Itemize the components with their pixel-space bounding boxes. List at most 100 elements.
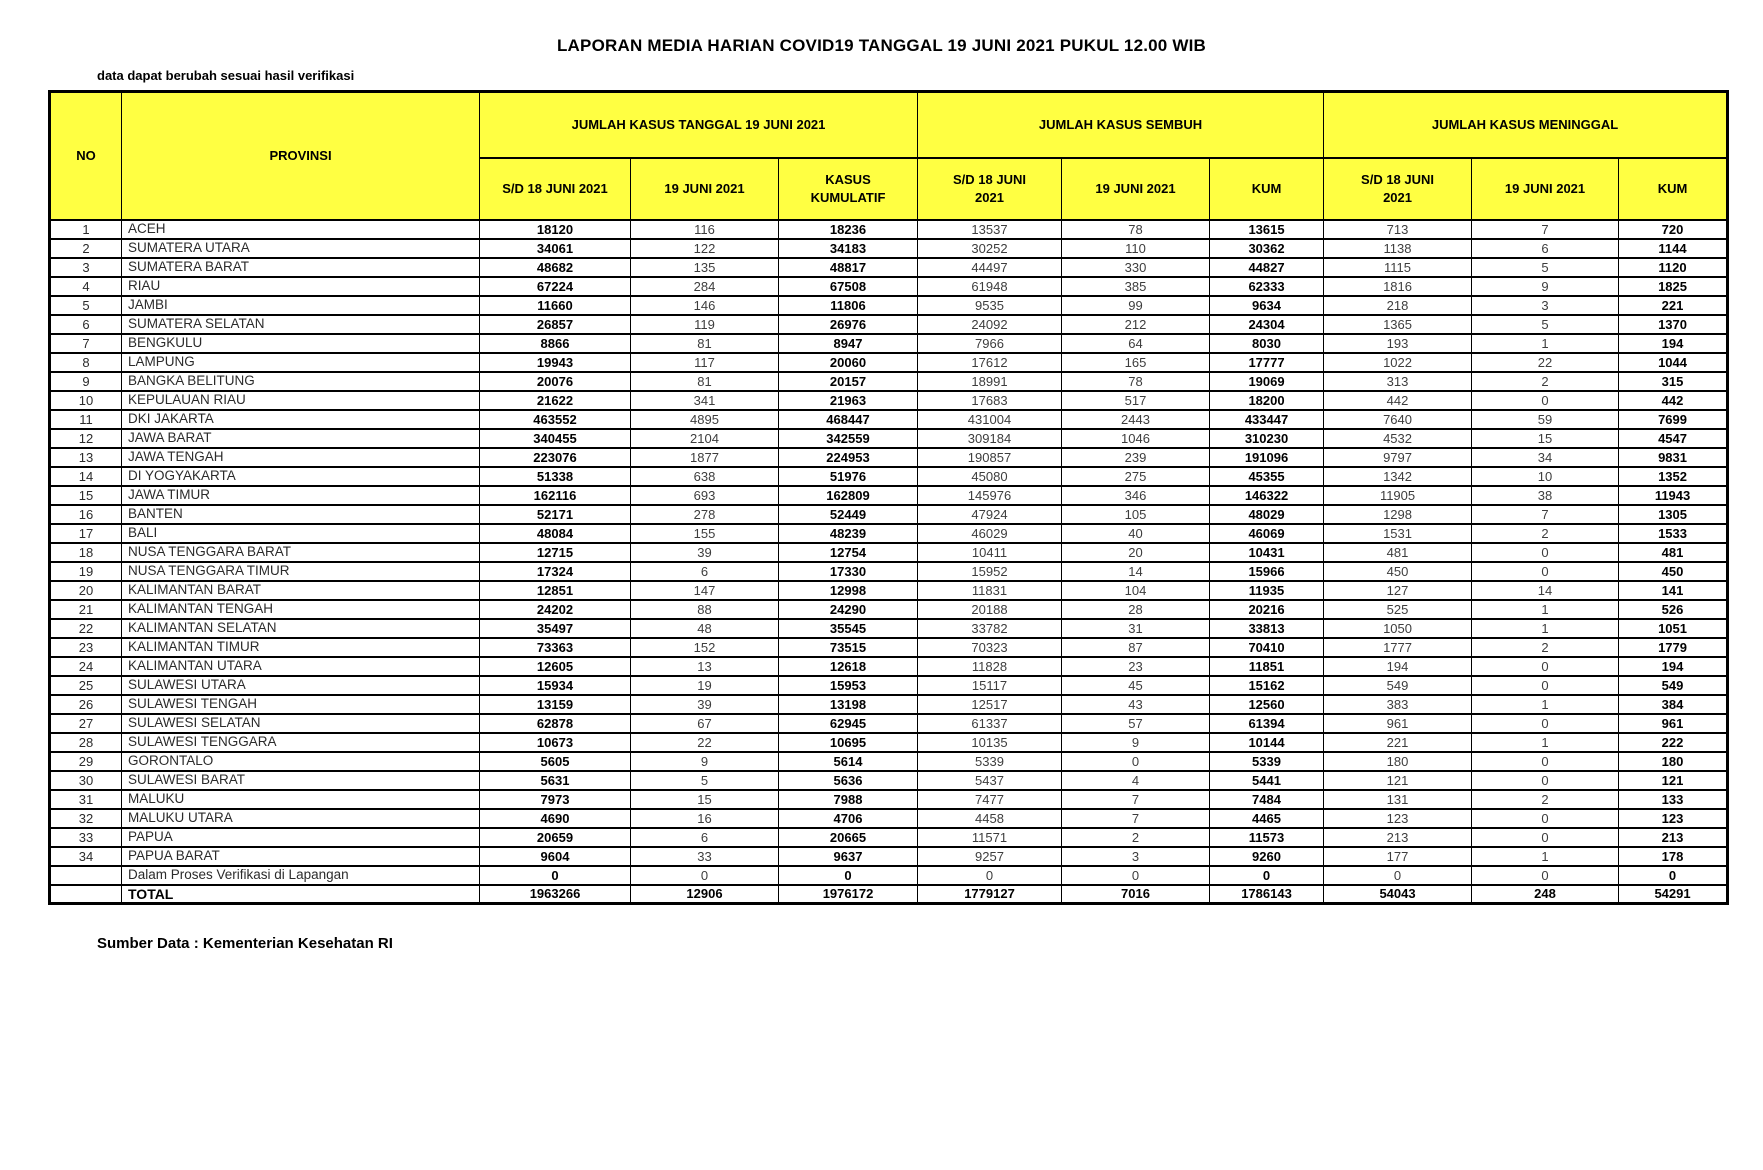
value-cell: 30252: [917, 237, 1062, 259]
value-cell: 59: [1471, 408, 1620, 430]
value-cell: 17612: [917, 351, 1062, 373]
value-cell: 34: [1471, 446, 1620, 468]
value-cell: 26857: [479, 313, 631, 335]
value-cell: 5437: [917, 769, 1062, 791]
value-cell: 313: [1323, 370, 1473, 392]
total-row: TOTAL 1963266 12906 1976172 1779127 7016 17861…: [49, 883, 1729, 905]
value-cell: 1816: [1323, 275, 1473, 297]
value-cell: 1365: [1323, 313, 1473, 335]
col-header-no: NO: [49, 90, 122, 221]
value-cell: 45355: [1208, 465, 1325, 487]
verification-row: Dalam Proses Verifikasi di Lapangan 0 0 0 0 0…: [49, 864, 1729, 886]
province-cell: SULAWESI TENGAH: [121, 693, 480, 715]
province-cell: KALIMANTAN UTARA: [121, 655, 480, 677]
value-cell: 194: [1323, 655, 1473, 677]
value-cell: 1: [1471, 693, 1620, 715]
value-cell: 330: [1061, 256, 1210, 278]
value-cell: 10431: [1208, 541, 1325, 563]
value-cell: 11905: [1323, 484, 1473, 506]
value-cell: 7016: [1061, 883, 1210, 905]
value-cell: 9637: [778, 845, 918, 867]
value-cell: 48239: [778, 522, 918, 544]
row-number-cell: 19: [49, 560, 122, 582]
province-cell: JAMBI: [121, 294, 480, 316]
value-cell: 180: [1618, 750, 1729, 772]
row-number-cell: 33: [49, 826, 122, 848]
table-row: 16 BANTEN 52171 278 52449 47924 105 48029 1298 7 1…: [49, 503, 1729, 525]
value-cell: 12605: [479, 655, 631, 677]
province-cell: MALUKU UTARA: [121, 807, 480, 829]
row-number-cell: 20: [49, 579, 122, 601]
value-cell: 10144: [1208, 731, 1325, 753]
verification-label-cell: Dalam Proses Verifikasi di Lapangan: [121, 864, 480, 886]
province-cell: KALIMANTAN TIMUR: [121, 636, 480, 658]
value-cell: 1370: [1618, 313, 1729, 335]
value-cell: 155: [630, 522, 779, 544]
row-number-cell: [49, 883, 122, 905]
row-number-cell: 9: [49, 370, 122, 392]
table-row: 10 KEPULAUAN RIAU 21622 341 21963 17683 517 182…: [49, 389, 1729, 411]
value-cell: 3: [1061, 845, 1210, 867]
value-cell: 221: [1618, 294, 1729, 316]
value-cell: 222: [1618, 731, 1729, 753]
row-number-cell: 6: [49, 313, 122, 335]
value-cell: 45: [1061, 674, 1210, 696]
value-cell: 1342: [1323, 465, 1473, 487]
value-cell: 213: [1323, 826, 1473, 848]
value-cell: 81: [630, 332, 779, 354]
value-cell: 1046: [1061, 427, 1210, 449]
value-cell: 11571: [917, 826, 1062, 848]
value-cell: 33782: [917, 617, 1062, 639]
value-cell: 12998: [778, 579, 918, 601]
value-cell: 9260: [1208, 845, 1325, 867]
province-cell: BANTEN: [121, 503, 480, 525]
value-cell: 62945: [778, 712, 918, 734]
value-cell: 11660: [479, 294, 631, 316]
value-cell: 21622: [479, 389, 631, 411]
value-cell: 122: [630, 237, 779, 259]
value-cell: 442: [1323, 389, 1473, 411]
value-cell: 384: [1618, 693, 1729, 715]
province-cell: KEPULAUAN RIAU: [121, 389, 480, 411]
value-cell: 431004: [917, 408, 1062, 430]
value-cell: 9797: [1323, 446, 1473, 468]
value-cell: 15952: [917, 560, 1062, 582]
value-cell: 2: [1471, 788, 1620, 810]
table-row: 21 KALIMANTAN TENGAH 24202 88 24290 20188 28 20…: [49, 598, 1729, 620]
value-cell: 1: [1471, 332, 1620, 354]
value-cell: 15934: [479, 674, 631, 696]
table-row: 22 KALIMANTAN SELATAN 35497 48 35545 33782 31 3…: [49, 617, 1729, 639]
table-row: 29 GORONTALO 5605 9 5614 5339 0 5339 180 0 180: [49, 750, 1729, 772]
value-cell: 64: [1061, 332, 1210, 354]
value-cell: 131: [1323, 788, 1473, 810]
value-cell: 341: [630, 389, 779, 411]
value-cell: 0: [1618, 864, 1729, 886]
value-cell: 121: [1323, 769, 1473, 791]
value-cell: 26976: [778, 313, 918, 335]
value-cell: 525: [1323, 598, 1473, 620]
row-number-cell: 8: [49, 351, 122, 373]
covid-report-table: NO PROVINSI JUMLAH KASUS TANGGAL 19 JUNI…: [48, 90, 1730, 905]
value-cell: 13615: [1208, 218, 1325, 240]
province-cell: PAPUA: [121, 826, 480, 848]
value-cell: 20188: [917, 598, 1062, 620]
value-cell: 20: [1061, 541, 1210, 563]
value-cell: 7: [1061, 807, 1210, 829]
sub-header-sembuh-harian: 19 JUNI 2021: [1061, 156, 1210, 221]
row-number-cell: 23: [49, 636, 122, 658]
table-row: 1 ACEH 18120 116 18236 13537 78 13615 713 7 720: [49, 218, 1729, 240]
value-cell: 1305: [1618, 503, 1729, 525]
value-cell: 38: [1471, 484, 1620, 506]
value-cell: 0: [479, 864, 631, 886]
value-cell: 6: [630, 826, 779, 848]
province-cell: RIAU: [121, 275, 480, 297]
value-cell: 24290: [778, 598, 918, 620]
value-cell: 517: [1061, 389, 1210, 411]
value-cell: 0: [1471, 712, 1620, 734]
value-cell: 177: [1323, 845, 1473, 867]
verification-note: data dapat berubah sesuai hasil verifika…: [97, 68, 355, 83]
row-number-cell: 32: [49, 807, 122, 829]
value-cell: 7699: [1618, 408, 1729, 430]
row-number-cell: 16: [49, 503, 122, 525]
value-cell: 7640: [1323, 408, 1473, 430]
